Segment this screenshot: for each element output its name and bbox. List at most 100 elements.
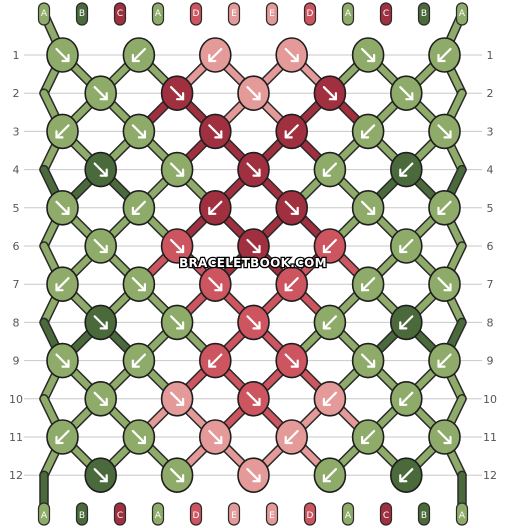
row-label-left: 6 bbox=[13, 240, 20, 253]
string-bottom-label: D bbox=[307, 511, 314, 521]
string-top-stub bbox=[417, 2, 431, 26]
string-bottom-stub bbox=[265, 502, 279, 526]
knot bbox=[237, 457, 270, 494]
row-label-right: 6 bbox=[487, 240, 494, 253]
row-label-right: 12 bbox=[483, 469, 497, 482]
knot bbox=[46, 419, 79, 455]
row-label-right: 5 bbox=[487, 202, 494, 215]
knot bbox=[275, 190, 309, 226]
knot bbox=[199, 190, 232, 226]
string-top-stub bbox=[455, 2, 469, 26]
string-top-stub bbox=[37, 2, 51, 26]
string-bottom-label: B bbox=[79, 511, 85, 521]
string-top-label: B bbox=[79, 9, 85, 19]
string-top-label: D bbox=[307, 9, 314, 19]
knot bbox=[199, 113, 232, 150]
string-bottom-label: E bbox=[231, 511, 237, 521]
knot bbox=[237, 75, 270, 111]
string-bottom-stub bbox=[37, 502, 51, 526]
knot bbox=[122, 37, 156, 73]
knot bbox=[160, 228, 194, 264]
row-label-right: 3 bbox=[487, 125, 494, 138]
knot bbox=[351, 419, 385, 455]
row-label-right: 1 bbox=[487, 49, 494, 62]
knot bbox=[46, 342, 79, 379]
knot bbox=[237, 380, 270, 417]
string-top-stub bbox=[189, 2, 203, 26]
knot bbox=[389, 380, 423, 417]
knot bbox=[313, 228, 347, 264]
knot bbox=[237, 228, 270, 264]
knot bbox=[160, 304, 194, 341]
string-top-stub bbox=[265, 2, 279, 26]
knot bbox=[351, 190, 385, 226]
knot bbox=[275, 113, 309, 150]
row-label-left: 7 bbox=[13, 278, 20, 291]
string-bottom-stub bbox=[151, 502, 165, 526]
string-bottom-stub bbox=[455, 502, 469, 526]
string-bottom-stub bbox=[113, 502, 127, 526]
string-top-label: D bbox=[193, 9, 200, 19]
knot bbox=[389, 304, 423, 341]
string-top-stub bbox=[151, 2, 165, 26]
knot bbox=[389, 457, 423, 494]
string-top-label: A bbox=[155, 9, 162, 19]
string-bottom-stub bbox=[75, 502, 89, 526]
knot bbox=[160, 151, 194, 188]
knot bbox=[122, 190, 156, 226]
string-top-label: E bbox=[231, 9, 237, 19]
row-label-left: 12 bbox=[9, 469, 23, 482]
knot bbox=[313, 457, 347, 494]
knot bbox=[84, 75, 117, 111]
string-top-stub bbox=[341, 2, 355, 26]
string-top-stub bbox=[227, 2, 241, 26]
knot bbox=[160, 75, 194, 111]
row-label-left: 1 bbox=[13, 49, 20, 62]
knot bbox=[199, 342, 232, 379]
knot bbox=[122, 342, 156, 379]
string-top-label: A bbox=[345, 9, 352, 19]
string-bottom-label: C bbox=[117, 511, 123, 521]
string-bottom-stub bbox=[303, 502, 317, 526]
string-top-label: E bbox=[269, 9, 275, 19]
string-top-label: A bbox=[459, 9, 466, 19]
string-top-label: A bbox=[41, 9, 48, 19]
knot bbox=[275, 37, 309, 73]
knot bbox=[389, 228, 423, 264]
knot bbox=[84, 457, 117, 494]
knot bbox=[237, 304, 270, 341]
knot bbox=[275, 419, 309, 455]
knot bbox=[199, 266, 232, 303]
knot bbox=[428, 266, 461, 303]
string-top-stub bbox=[379, 2, 393, 26]
knot bbox=[237, 151, 270, 188]
knot bbox=[313, 380, 347, 417]
row-label-left: 4 bbox=[13, 164, 20, 177]
knot bbox=[428, 37, 461, 73]
knot bbox=[351, 37, 385, 73]
string-bottom-label: D bbox=[193, 511, 200, 521]
string-bottom-label: A bbox=[345, 511, 352, 521]
knot bbox=[313, 151, 347, 188]
string-bottom-stub bbox=[227, 502, 241, 526]
knot bbox=[46, 37, 79, 73]
knot bbox=[313, 304, 347, 341]
string-bottom-label: A bbox=[155, 511, 162, 521]
row-label-left: 8 bbox=[13, 316, 20, 329]
knot bbox=[389, 151, 423, 188]
row-label-right: 4 bbox=[487, 164, 494, 177]
knot bbox=[275, 266, 309, 303]
knot bbox=[199, 37, 232, 73]
knot bbox=[313, 75, 347, 111]
knot bbox=[389, 75, 423, 111]
knot bbox=[351, 342, 385, 379]
string-top-label: C bbox=[117, 9, 123, 19]
string-top-stub bbox=[113, 2, 127, 26]
string-top-label: B bbox=[421, 9, 427, 19]
row-label-right: 11 bbox=[483, 431, 497, 444]
row-label-left: 3 bbox=[13, 125, 20, 138]
row-label-right: 7 bbox=[487, 278, 494, 291]
row-label-right: 9 bbox=[487, 355, 494, 368]
